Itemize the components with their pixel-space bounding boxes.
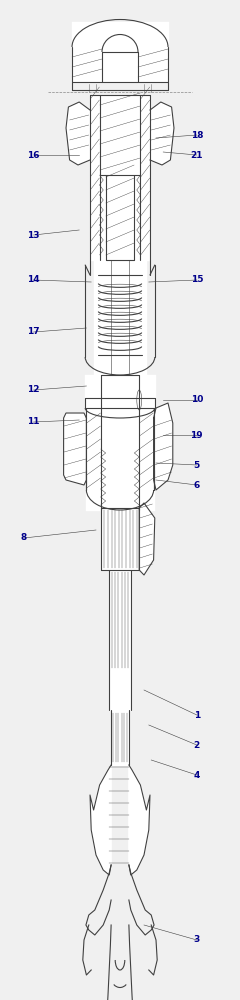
Polygon shape [154,403,173,490]
Polygon shape [139,503,155,575]
Text: 12: 12 [27,385,40,394]
Text: 16: 16 [27,150,40,159]
Polygon shape [129,765,150,875]
Polygon shape [150,102,174,165]
Text: 1: 1 [194,710,200,720]
Polygon shape [64,413,86,485]
Text: 8: 8 [21,534,27,542]
Text: 11: 11 [27,418,40,426]
Polygon shape [90,765,111,875]
Text: 21: 21 [191,150,203,159]
Text: 3: 3 [194,936,200,944]
Text: 19: 19 [191,430,203,440]
Text: 6: 6 [194,481,200,489]
Text: 18: 18 [191,130,203,139]
Polygon shape [66,102,90,165]
Text: 15: 15 [191,275,203,284]
Text: 13: 13 [27,231,40,239]
Text: 14: 14 [27,275,40,284]
Text: 17: 17 [27,328,40,336]
Text: 5: 5 [194,460,200,470]
Text: 2: 2 [194,740,200,750]
Text: 4: 4 [194,770,200,780]
Text: 10: 10 [191,395,203,404]
